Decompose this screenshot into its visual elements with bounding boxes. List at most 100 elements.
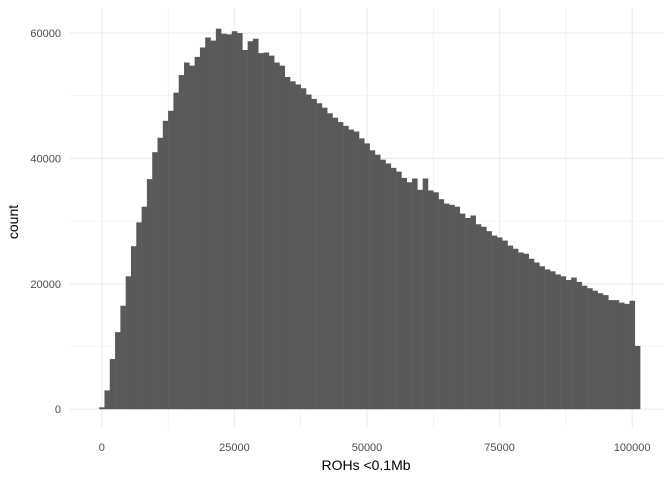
histogram-bar: [475, 224, 482, 410]
x-axis-title: ROHs <0.1Mb: [321, 457, 410, 473]
histogram-bar: [120, 305, 126, 410]
histogram-bar: [592, 290, 598, 410]
histogram-bar: [258, 53, 264, 410]
histogram-bar: [295, 84, 301, 410]
histogram-bar: [571, 277, 577, 410]
histogram-bar: [311, 98, 317, 410]
histogram-bar: [454, 206, 461, 410]
histogram-bar: [247, 41, 254, 410]
histogram-bar: [597, 293, 604, 410]
histogram-bar: [406, 182, 413, 410]
histogram-bar: [184, 62, 190, 410]
x-tick-label: 50000: [352, 442, 383, 454]
histogram-bar: [104, 390, 111, 410]
histogram-bar: [189, 65, 195, 410]
histogram-bar: [343, 125, 349, 410]
histogram-bar: [396, 171, 402, 410]
histogram-bar: [618, 302, 625, 410]
histogram-bar: [608, 300, 614, 410]
histogram-bar: [465, 218, 471, 410]
histogram-bar: [629, 300, 636, 410]
histogram-bar: [603, 295, 609, 410]
histogram-bar: [512, 248, 519, 410]
histogram-bar: [634, 345, 641, 410]
histogram-bar: [237, 33, 243, 410]
histogram-bar: [115, 332, 121, 410]
histogram-bar: [205, 37, 211, 410]
histogram-bar: [125, 276, 132, 410]
histogram-bar: [624, 303, 630, 410]
y-tick-label: 20000: [30, 279, 61, 291]
histogram-bar: [136, 222, 142, 410]
histogram-bar: [534, 262, 540, 410]
histogram-bar: [279, 65, 286, 410]
histogram-bar: [242, 50, 248, 410]
histogram-bar: [401, 177, 408, 410]
histogram-bar: [327, 113, 333, 410]
histogram-bar: [141, 206, 148, 410]
histogram-bar: [130, 246, 137, 410]
histogram-bar: [422, 178, 429, 410]
y-tick-label: 40000: [30, 153, 61, 165]
histogram-bar: [544, 269, 551, 410]
x-tick-label: 0: [99, 442, 105, 454]
histogram-bar: [353, 131, 360, 410]
histogram-bar: [109, 359, 116, 410]
histogram-bar: [412, 178, 418, 410]
histogram-bar: [210, 40, 217, 410]
histogram-bar: [481, 226, 487, 410]
histogram-bar: [316, 103, 323, 410]
y-tick-label: 0: [55, 404, 61, 416]
histogram-bar: [194, 56, 201, 410]
histogram-bar: [549, 271, 556, 410]
histogram-bar: [300, 88, 307, 410]
histogram-bar: [162, 120, 169, 410]
histogram-bar: [390, 167, 397, 410]
histogram-bar: [268, 55, 275, 410]
histogram-bar: [459, 213, 466, 410]
histogram-bar: [528, 258, 535, 410]
histogram-bar: [560, 276, 567, 410]
histogram-bar: [364, 143, 370, 410]
histogram-bar: [427, 190, 434, 410]
y-tick-label: 60000: [30, 28, 61, 40]
histogram-bar: [173, 92, 179, 410]
histogram-bar: [332, 117, 339, 410]
histogram-bar: [152, 152, 158, 410]
histogram-bar: [576, 281, 583, 410]
histogram-bar: [581, 285, 588, 410]
histogram-bar: [306, 94, 312, 410]
histogram-bar: [369, 150, 376, 410]
x-axis-tick-labels: 0 25000 50000 75000 100000: [99, 442, 651, 454]
histogram-bar: [99, 407, 105, 410]
histogram-bar: [374, 154, 381, 410]
histogram-bar: [231, 31, 238, 410]
histogram-bar: [507, 245, 514, 410]
histogram-bar: [587, 288, 593, 410]
histogram-bar: [226, 34, 233, 410]
histogram-bar: [157, 137, 164, 410]
histogram-bar: [380, 159, 386, 410]
histogram-bar: [348, 129, 354, 410]
histogram-bar: [449, 204, 455, 410]
histogram-bar: [502, 240, 508, 410]
histogram-bar: [518, 252, 524, 410]
histogram-bar: [168, 110, 174, 410]
histogram-bar: [470, 215, 476, 410]
histogram-bar: [433, 192, 439, 410]
histogram-bar: [274, 62, 280, 410]
histogram-bar: [146, 179, 153, 410]
histogram-bar: [486, 231, 492, 410]
x-tick-label: 100000: [614, 442, 651, 454]
histogram-bar: [215, 28, 222, 410]
y-axis-title: count: [5, 205, 21, 239]
histogram-bar: [199, 47, 206, 410]
histogram-bar: [613, 300, 620, 410]
histogram-bar: [385, 163, 392, 410]
histogram-bar: [555, 274, 561, 410]
y-axis-tick-labels: 0 20000 40000 60000: [30, 28, 61, 416]
histogram-bar: [565, 280, 572, 410]
histogram-bar: [221, 33, 227, 410]
histogram-bar: [284, 76, 291, 410]
